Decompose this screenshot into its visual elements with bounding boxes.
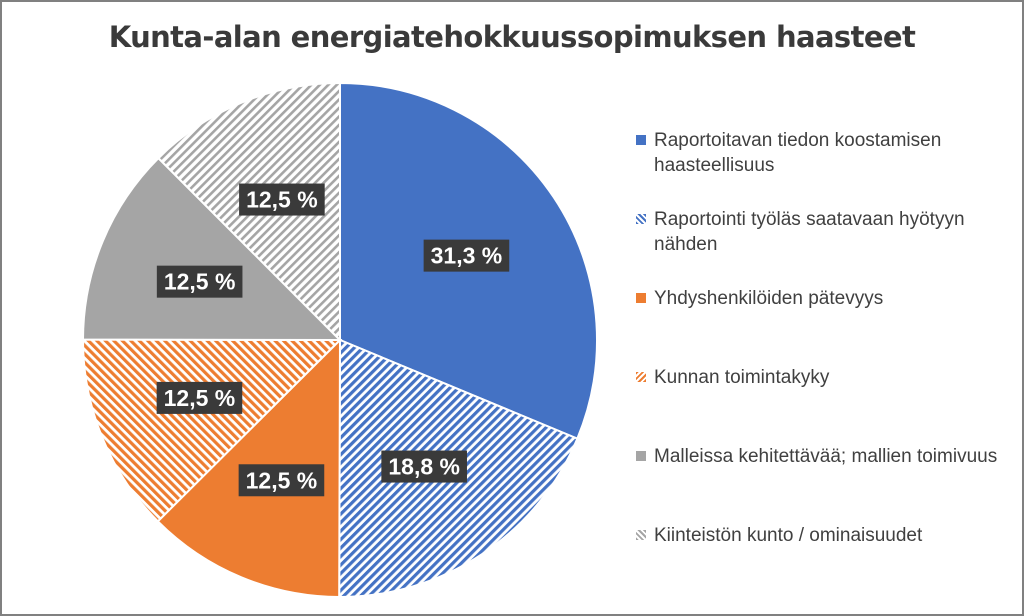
legend-swatch xyxy=(636,372,646,382)
legend-item: Kunnan toimintakyky xyxy=(630,365,1010,444)
legend-item: Yhdyshenkilöiden pätevyys xyxy=(630,286,1010,365)
legend-swatch xyxy=(636,214,646,224)
pie-slice xyxy=(81,156,343,342)
legend-swatch xyxy=(636,135,646,145)
legend-item: Malleissa kehitettävää; mallien toimivuu… xyxy=(630,444,1010,523)
legend-label: Kunnan toimintakyky xyxy=(654,367,830,388)
data-label-box xyxy=(381,450,467,483)
data-label: 18,8 % xyxy=(381,450,467,483)
data-label: 12,5 % xyxy=(156,381,243,414)
pie-slice xyxy=(82,338,343,523)
data-label-text: 31,3 % xyxy=(431,243,503,269)
legend-item: Raportoitavan tiedon koostamisen haastee… xyxy=(630,128,1010,207)
legend: Raportoitavan tiedon koostamisen haastee… xyxy=(630,128,1010,602)
legend-label: Kiinteistön kunto / ominaisuudet xyxy=(654,525,923,546)
data-label-text: 12,5 % xyxy=(164,385,236,411)
legend-item: Kiinteistön kunto / ominaisuudet xyxy=(630,523,1010,602)
data-label: 12,5 % xyxy=(156,265,243,298)
data-label-box xyxy=(238,464,325,497)
data-label-box xyxy=(156,265,243,298)
data-label-box xyxy=(156,381,243,414)
data-label-text: 18,8 % xyxy=(388,454,460,480)
data-label-box xyxy=(423,239,510,272)
data-label: 12,5 % xyxy=(239,183,325,216)
data-label-text: 12,5 % xyxy=(246,467,318,493)
data-label: 12,5 % xyxy=(238,464,325,497)
data-label: 31,3 % xyxy=(423,239,510,272)
legend-swatch xyxy=(636,530,646,540)
data-label-text: 12,5 % xyxy=(164,269,236,295)
legend-item: Raportointi työläs saatavaan hyötyyn näh… xyxy=(630,207,1010,286)
legend-swatch xyxy=(636,451,646,461)
chart-title: Kunta-alan energiatehokkuussopimuksen ha… xyxy=(108,20,916,54)
legend-label: Yhdyshenkilöiden pätevyys xyxy=(654,288,884,309)
data-label-box xyxy=(239,183,325,216)
legend-label: Raportointi työläs saatavaan hyötyyn näh… xyxy=(654,209,965,255)
data-label-text: 12,5 % xyxy=(246,187,318,213)
legend-swatch xyxy=(636,293,646,303)
legend-label: Raportoitavan tiedon koostamisen haastee… xyxy=(654,130,942,176)
legend-label: Malleissa kehitettävää; mallien toimivuu… xyxy=(654,446,998,467)
